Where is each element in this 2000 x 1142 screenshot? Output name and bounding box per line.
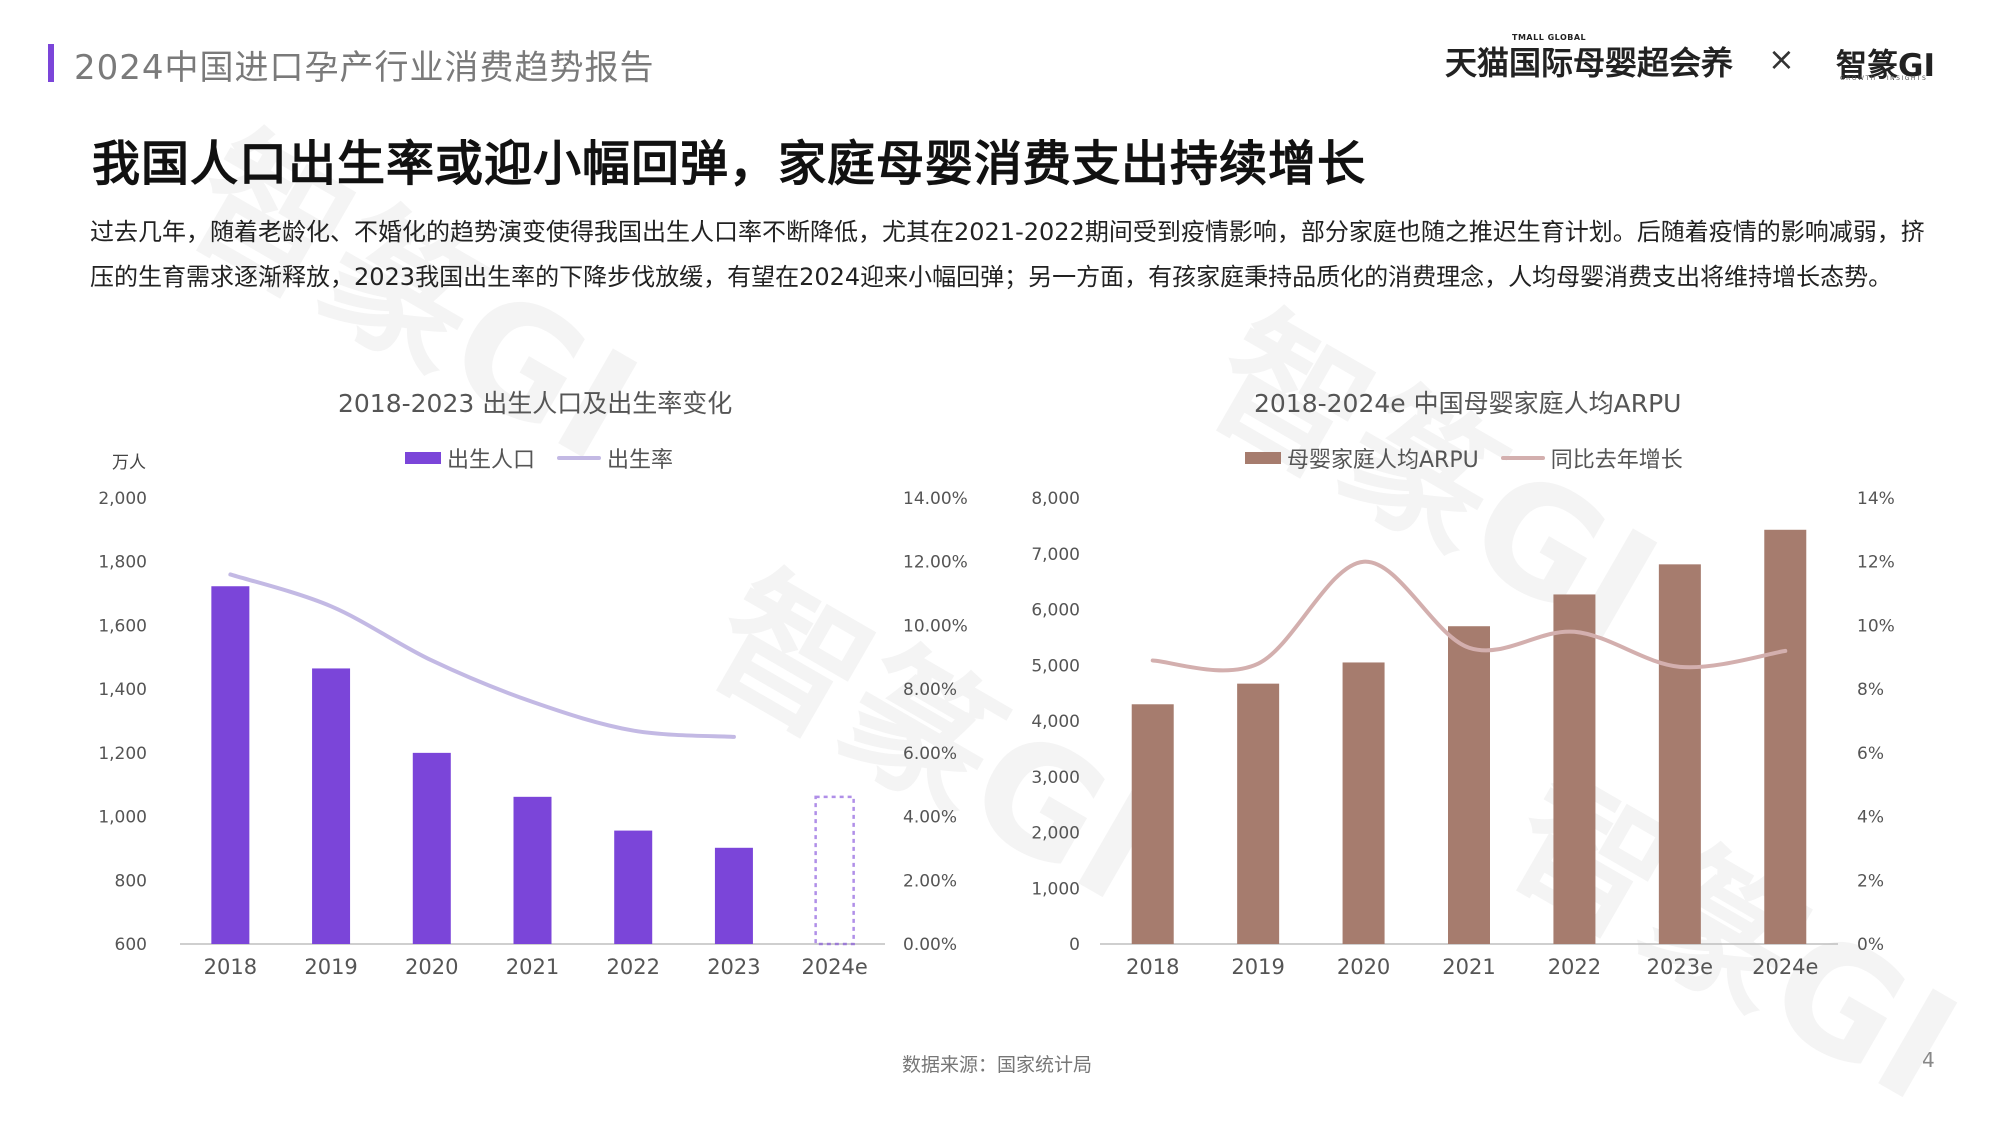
chart2-x-tick: 2023e [1647,955,1713,979]
body-paragraph: 过去几年，随着老龄化、不婚化的趋势演变使得我国出生人口率不断降低，尤其在2021… [90,218,1925,291]
chart1-y-right-tick: 8.00% [903,680,957,700]
chart1-y-left-tick: 1,200 [98,744,147,764]
chart2-bar [1342,662,1385,944]
chart1-legend-label-bar: 出生人口 [447,448,536,473]
chart2-y-right-tick: 10% [1857,616,1895,636]
chart1-x-tick: 2023 [707,955,760,979]
chart2-legend-item-line: 同比去年增长 [1500,442,1683,474]
chart2-legend-label-bar: 母婴家庭人均ARPU [1287,448,1479,473]
chart1-y-left-tick: 2,000 [98,489,147,509]
chart2-legend-swatch-line [1500,456,1545,460]
chart2-bar [1764,529,1807,944]
brand-gi-tagline: GROWTH · INSIGHTS [1840,75,1928,82]
chart1-x-tick: 2024e [801,955,867,979]
page-number: 4 [1922,1048,1935,1072]
chart2-x-tick: 2020 [1337,955,1390,979]
chart1-unit-label: 万人 [112,453,146,473]
chart1-legend-swatch-bar [405,452,441,464]
brand-tmall-global-label: TMALL GLOBAL [1512,33,1587,42]
chart1-bar [614,830,653,944]
chart2-x-tick: 2018 [1126,955,1179,979]
chart1-x-tick: 2020 [405,955,458,979]
chart1-bar [312,668,351,944]
chart2-y-right-tick: 4% [1857,808,1884,828]
brand-tmall-logo: 天猫国际母婴超会养 [1445,44,1734,82]
chart2-y-left-tick: 0 [1069,935,1080,955]
chart1-y-right-tick: 14.00% [903,489,968,509]
chart2-y-left-tick: 3,000 [1031,768,1080,788]
chart2-y-left-tick: 2,000 [1031,824,1080,844]
chart2-y-right-tick: 12% [1857,553,1895,573]
chart1-y-right-tick: 0.00% [903,935,957,955]
chart1-y-left-tick: 1,600 [98,616,147,636]
chart1-y-right-tick: 4.00% [903,808,957,828]
chart1-legend-swatch-line [557,456,602,460]
chart1-title: 2018-2023 出生人口及出生率变化 [338,389,733,418]
chart2-y-left-tick: 7,000 [1031,545,1080,565]
chart2-bar [1131,704,1174,944]
chart1-bar [513,796,552,944]
chart1-x-tick: 2018 [204,955,257,979]
chart1-y-right-tick: 10.00% [903,616,968,636]
chart2-line-series [1150,559,1788,673]
chart2-x-tick: 2019 [1231,955,1284,979]
chart1-bar [412,752,451,944]
chart1-legend: 出生人口 出生率 [405,442,695,474]
chart2-legend-swatch-bar [1245,452,1281,464]
chart2-y-left-tick: 6,000 [1031,601,1080,621]
chart1-y-right-tick: 6.00% [903,744,957,764]
chart2-x-tick: 2021 [1442,955,1495,979]
chart2-y-right-tick: 0% [1857,935,1884,955]
brand-separator: × [1768,40,1795,78]
chart2-y-left-tick: 1,000 [1031,879,1080,899]
header-accent-bar [48,44,54,82]
chart1-y-left-tick: 1,000 [98,808,147,828]
chart2-bar [1237,683,1280,944]
chart1-bar [714,847,753,944]
chart2-legend-item-bar: 母婴家庭人均ARPU [1245,442,1479,474]
chart2-y-right-tick: 8% [1857,680,1884,700]
chart2-x-tick: 2022 [1548,955,1601,979]
chart1-y-left-tick: 800 [115,871,147,891]
chart2-y-left-tick: 4,000 [1031,712,1080,732]
report-title: 2024中国进口孕产行业消费趋势报告 [74,48,655,88]
chart1-y-left-tick: 1,800 [98,553,147,573]
brand-gi-logo: 智篆GI [1836,48,1935,84]
page-headline: 我国人口出生率或迎小幅回弹，家庭母婴消费支出持续增长 [92,136,1367,192]
chart1-y-right-tick: 12.00% [903,553,968,573]
chart1-y-right-tick: 2.00% [903,871,957,891]
chart1-x-tick: 2019 [304,955,357,979]
chart1-x-tick: 2021 [506,955,559,979]
chart2-y-right-tick: 14% [1857,489,1895,509]
chart2-bar [1553,594,1596,944]
chart2-y-left-tick: 8,000 [1031,489,1080,509]
chart2-title: 2018-2024e 中国母婴家庭人均ARPU [1254,389,1682,418]
chart2-bar [1448,626,1490,944]
chart1-y-left-tick: 1,400 [98,680,147,700]
data-source: 数据来源：国家统计局 [902,1054,1093,1076]
chart2-x-tick: 2024e [1752,955,1818,979]
chart1-legend-label-line: 出生率 [607,448,674,473]
chart1-bar [211,586,250,944]
chart2-legend: 母婴家庭人均ARPU 同比去年增长 [1245,442,1705,474]
chart2-y-right-tick: 6% [1857,744,1884,764]
chart2-y-right-tick: 2% [1857,871,1884,891]
chart1-line-series [228,572,736,739]
chart1-y-left-tick: 600 [115,935,147,955]
chart1-legend-item-line: 出生率 [557,442,673,474]
chart2-y-left-tick: 5,000 [1031,656,1080,676]
chart2-bar [1658,564,1701,944]
chart1-bar-projected [814,795,855,946]
chart1-x-tick: 2022 [606,955,659,979]
chart1-legend-item-bar: 出生人口 [405,442,535,474]
chart2-legend-label-line: 同比去年增长 [1550,448,1683,473]
